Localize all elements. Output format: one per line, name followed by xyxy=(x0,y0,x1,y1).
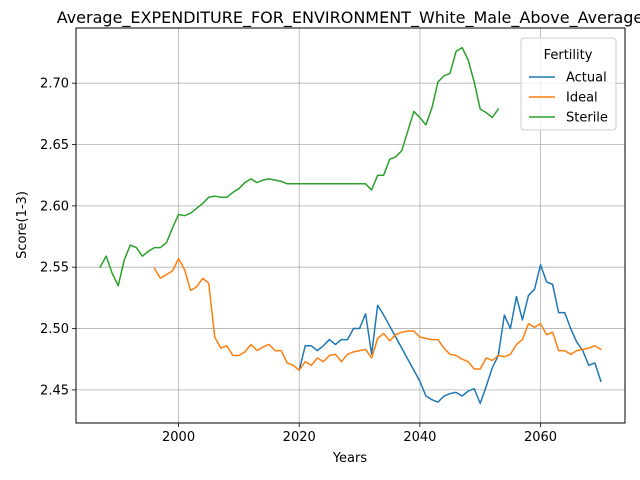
series-lines xyxy=(99,46,602,405)
y-tick-label: 2.65 xyxy=(40,138,69,153)
axis-ticks: 2000 2020 2040 2060 2.45 2.50 2.55 2.60 2.65 2.70 xyxy=(40,77,557,445)
y-tick-label: 2.50 xyxy=(40,322,69,337)
series-line-sterile xyxy=(99,46,500,287)
plot-frame xyxy=(75,27,626,424)
chart-title: Average_EXPENDITURE_FOR_ENVIRONMENT_Whit… xyxy=(57,8,640,28)
series-line-actual xyxy=(298,264,602,405)
x-tick-label: 2000 xyxy=(162,430,195,445)
legend-label-sterile: Sterile xyxy=(566,111,608,126)
legend-title: Fertility xyxy=(544,48,593,63)
legend-box xyxy=(520,37,617,131)
legend: Fertility Actual Ideal Sterile xyxy=(520,37,617,131)
y-tick-label: 2.55 xyxy=(40,261,69,276)
legend-entries: Actual Ideal Sterile xyxy=(529,71,608,126)
y-tick-label: 2.45 xyxy=(40,383,69,398)
y-axis-label: Score(1-3) xyxy=(15,191,30,259)
x-tick-label: 2060 xyxy=(524,430,557,445)
y-tick-label: 2.60 xyxy=(40,199,69,214)
legend-label-ideal: Ideal xyxy=(566,91,598,106)
x-tick-label: 2020 xyxy=(283,430,316,445)
y-tick-label: 2.70 xyxy=(40,77,69,92)
x-tick-label: 2040 xyxy=(403,430,436,445)
series-line-ideal xyxy=(153,257,602,371)
x-axis-label: Years xyxy=(332,451,368,466)
legend-label-actual: Actual xyxy=(566,71,607,86)
